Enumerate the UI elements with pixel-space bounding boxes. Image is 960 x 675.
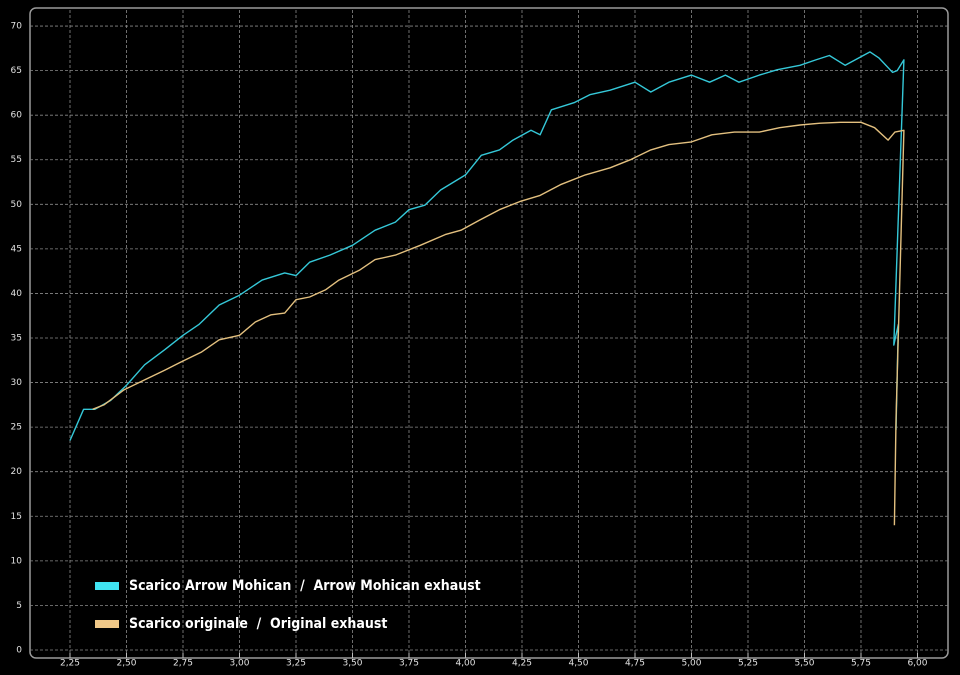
legend-swatch [95,620,119,628]
series-line [92,121,905,526]
y-tick-label: 40 [11,289,23,299]
x-tick-label: 2,25 [60,659,80,669]
x-tick-label: 3,75 [399,659,419,669]
x-tick-label: 3,00 [229,659,249,669]
y-tick-label: 15 [11,512,22,522]
y-tick-label: 10 [11,556,23,566]
x-tick-label: 3,25 [286,659,306,669]
y-tick-label: 50 [11,200,23,210]
y-tick-label: 65 [11,66,22,76]
x-tick-label: 5,50 [794,659,814,669]
y-tick-label: 5 [16,601,22,611]
x-tick-label: 4,50 [568,659,588,669]
legend-label: Scarico originale / Original exhaust [129,616,387,632]
x-tick-label: 4,75 [625,659,645,669]
y-tick-label: 30 [11,378,23,388]
x-tick-label: 4,00 [455,659,475,669]
legend-label: Scarico Arrow Mohican / Arrow Mohican ex… [129,578,481,594]
legend-swatch [95,582,119,590]
x-tick-label: 6,00 [907,659,927,669]
y-tick-label: 55 [11,155,22,165]
y-tick-label: 70 [11,22,23,32]
x-tick-label: 2,50 [116,659,136,669]
x-tick-label: 4,25 [512,659,532,669]
y-tick-label: 20 [11,467,23,477]
y-tick-label: 35 [11,334,22,344]
y-tick-label: 0 [16,645,22,655]
x-tick-label: 2,75 [173,659,193,669]
y-tick-label: 45 [11,244,22,254]
x-tick-label: 5,25 [738,659,758,669]
y-tick-label: 25 [11,423,22,433]
y-tick-label: 60 [11,111,23,121]
x-tick-label: 5,00 [681,659,701,669]
x-tick-label: 5,75 [851,659,871,669]
plot-frame [29,7,949,659]
series-line [69,51,905,441]
x-tick-label: 3,50 [342,659,362,669]
